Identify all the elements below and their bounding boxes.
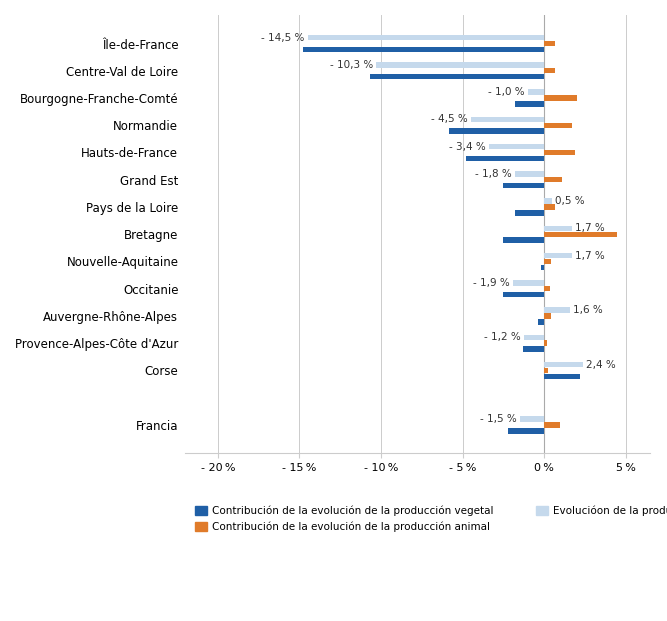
Bar <box>544 150 575 155</box>
Bar <box>544 198 552 204</box>
Text: - 1,0 %: - 1,0 % <box>488 87 524 97</box>
Bar <box>504 183 544 188</box>
Bar <box>515 210 544 215</box>
Bar <box>504 292 544 297</box>
Text: 0,5 %: 0,5 % <box>556 196 585 206</box>
Bar <box>504 237 544 243</box>
Bar <box>466 156 544 161</box>
Bar <box>544 368 548 373</box>
Bar <box>544 340 546 346</box>
Bar <box>544 422 560 428</box>
Bar <box>544 122 572 128</box>
Bar <box>544 253 572 258</box>
Text: 1,7 %: 1,7 % <box>575 251 605 261</box>
Bar <box>376 62 544 68</box>
Bar <box>544 204 555 210</box>
Bar <box>450 129 544 134</box>
Bar <box>538 319 544 325</box>
Bar <box>303 47 544 52</box>
Bar <box>471 117 544 122</box>
Text: - 4,5 %: - 4,5 % <box>431 114 468 124</box>
Bar <box>544 307 570 313</box>
Bar <box>520 416 544 422</box>
Text: - 14,5 %: - 14,5 % <box>261 33 304 43</box>
Bar <box>544 95 577 101</box>
Bar <box>544 286 550 291</box>
Bar <box>524 335 544 340</box>
Bar <box>541 265 544 270</box>
Bar <box>544 259 552 264</box>
Bar <box>513 280 544 286</box>
Text: - 1,8 %: - 1,8 % <box>475 169 512 179</box>
Bar <box>489 144 544 150</box>
Bar <box>544 41 556 46</box>
Text: 1,7 %: 1,7 % <box>575 224 605 233</box>
Text: - 3,4 %: - 3,4 % <box>449 142 486 152</box>
Bar <box>508 428 544 433</box>
Legend: Contribución de la evolución de la producción vegetal, Contribución de la evoluc: Contribución de la evolución de la produ… <box>191 501 667 536</box>
Bar <box>544 362 583 368</box>
Text: - 1,9 %: - 1,9 % <box>473 278 510 288</box>
Bar <box>515 171 544 176</box>
Text: - 1,2 %: - 1,2 % <box>484 332 521 342</box>
Bar <box>370 74 544 79</box>
Bar <box>544 68 555 73</box>
Text: 1,6 %: 1,6 % <box>574 305 603 315</box>
Bar <box>523 347 544 352</box>
Bar <box>544 313 552 319</box>
Bar <box>544 374 580 379</box>
Bar <box>515 101 544 107</box>
Bar <box>528 89 544 95</box>
Bar <box>307 35 544 40</box>
Bar <box>544 177 562 183</box>
Text: 2,4 %: 2,4 % <box>586 360 616 369</box>
Bar <box>544 232 618 237</box>
Bar <box>544 225 572 231</box>
Text: - 1,5 %: - 1,5 % <box>480 414 516 424</box>
Text: - 10,3 %: - 10,3 % <box>329 60 373 70</box>
